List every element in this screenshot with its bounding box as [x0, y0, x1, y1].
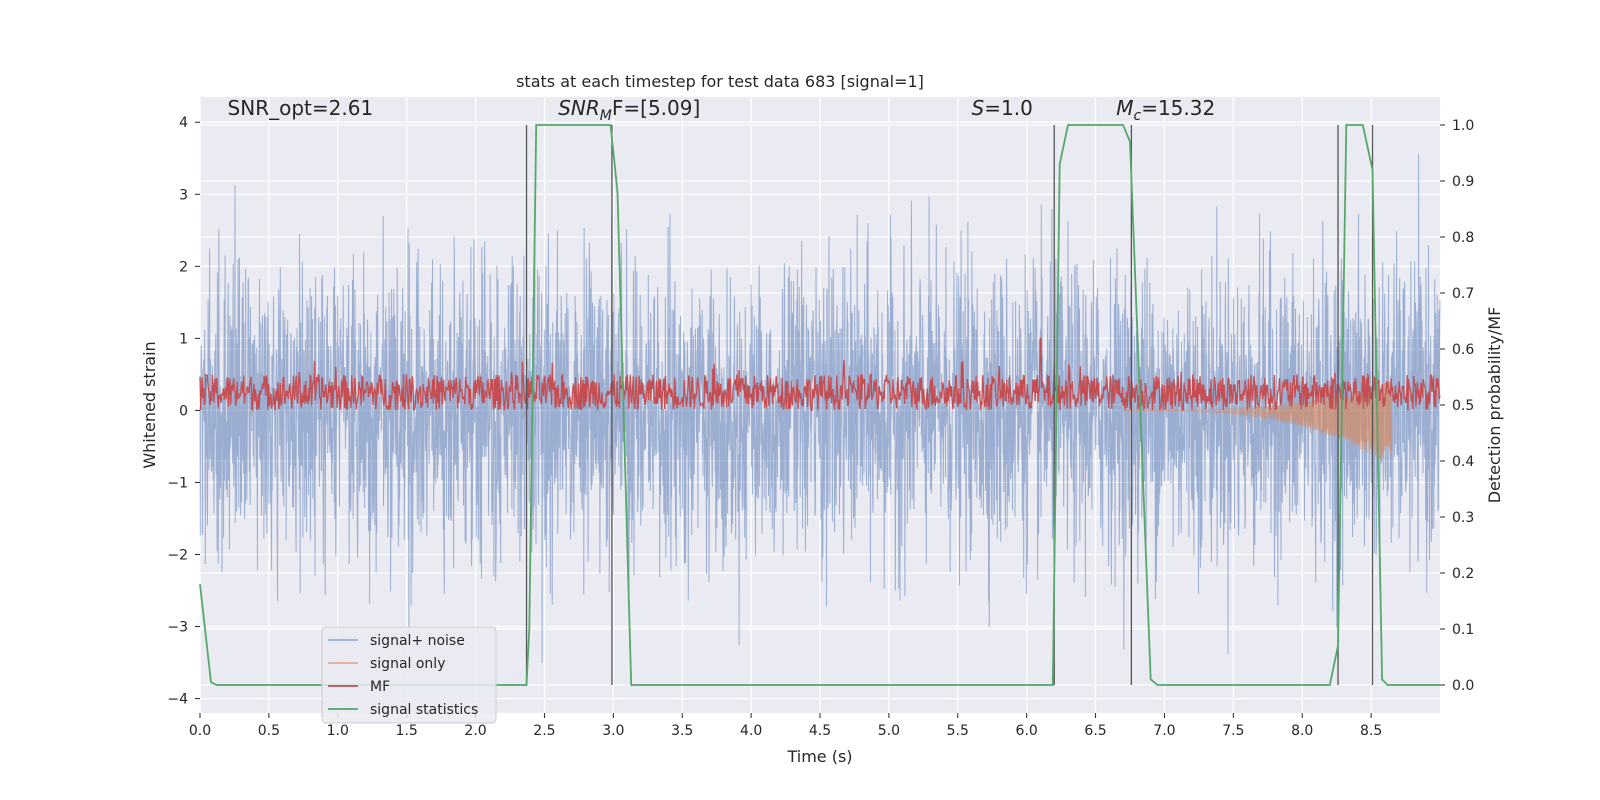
x-tick-label: 8.5 [1360, 723, 1382, 739]
annotation-subscript: c [1133, 108, 1141, 124]
y-right-tick-label: 0.2 [1452, 566, 1474, 582]
x-axis-ticks: 0.0 0.5 1.0 1.5 2.0 2.5 3.0 3.5 4.0 4.5 5.0 5.5 6.0 6… [189, 713, 1382, 739]
x-tick-label: 3.5 [671, 723, 693, 739]
annotation-value: F=[5.09] [612, 96, 700, 120]
annotation: SNR_opt=2.61 [228, 96, 374, 120]
x-tick-label: 2.5 [533, 723, 555, 739]
annotation-symbol: S [972, 96, 985, 120]
y-left-tick-label: 4 [179, 115, 188, 131]
y-right-tick-label: 0.4 [1452, 454, 1474, 470]
y-left-tick-label: 3 [179, 187, 188, 203]
y-left-tick-label: −2 [167, 547, 188, 563]
x-tick-label: 1.0 [327, 723, 349, 739]
y-left-tick-label: 1 [179, 331, 188, 347]
x-tick-label: 6.5 [1084, 723, 1106, 739]
y-right-tick-label: 0.8 [1452, 230, 1474, 246]
y-right-tick-label: 1.0 [1452, 118, 1474, 134]
y-right-tick-label: 0.6 [1452, 342, 1474, 358]
signal-only-series [1123, 381, 1393, 460]
y-axis-left-label: Whitened strain [140, 341, 159, 468]
annotation-symbol: M [1116, 96, 1133, 120]
y-right-tick-label: 0.7 [1452, 286, 1474, 302]
y-left-tick-label: 0 [179, 403, 188, 419]
mf-series [199, 337, 1441, 412]
legend-label: MF [370, 679, 390, 695]
annotation-symbol: SNR [558, 96, 600, 120]
y-left-tick-label: −1 [167, 475, 188, 491]
x-tick-label: 2.0 [464, 723, 486, 739]
x-tick-label: 5.5 [947, 723, 969, 739]
y-right-tick-label: 0.0 [1452, 678, 1474, 694]
x-tick-label: 7.5 [1222, 723, 1244, 739]
legend-box [321, 626, 497, 724]
legend-label: signal statistics [370, 702, 478, 718]
annotation-value: =15.32 [1141, 96, 1215, 120]
annotation-value: =1.0 [984, 96, 1033, 120]
annotation: Mc=15.32 [1116, 96, 1215, 124]
chart-title: stats at each timestep for test data 683… [516, 72, 924, 91]
y-right-tick-label: 0.3 [1452, 510, 1474, 526]
signal-noise-line [199, 153, 1441, 663]
y-left-tick-label: 2 [179, 259, 188, 275]
x-tick-label: 7.0 [1153, 723, 1175, 739]
annotation: S=1.0 [972, 96, 1033, 120]
x-tick-label: 0.0 [189, 723, 211, 739]
y-right-tick-label: 0.1 [1452, 622, 1474, 638]
annotation-subscript: M [600, 108, 612, 124]
x-tick-label: 4.0 [740, 723, 762, 739]
y-axis-left-ticks: −4 −3 −2 −1 0 1 2 3 4 [167, 115, 200, 708]
x-tick-label: 3.0 [602, 723, 624, 739]
annotation: SNRMF=[5.09] [558, 96, 700, 124]
y-right-tick-label: 0.5 [1452, 398, 1474, 414]
y-axis-right-label: Detection probability/MF [1485, 307, 1504, 504]
signal-statistics-series [199, 124, 1440, 686]
x-axis-label: Time (s) [786, 747, 852, 766]
y-left-tick-label: −3 [167, 620, 188, 636]
annotations: SNR_opt=2.61 SNRMF=[5.09] S=1.0 Mc=15.32 [228, 96, 1216, 124]
x-tick-label: 4.5 [809, 723, 831, 739]
signal-only-line [1123, 381, 1393, 460]
legend-label: signal+ noise [370, 633, 465, 649]
x-tick-label: 6.0 [1016, 723, 1038, 739]
x-tick-label: 1.5 [396, 723, 418, 739]
x-tick-label: 5.0 [878, 723, 900, 739]
legend: signal+ noise signal only MF signal statist… [321, 626, 497, 724]
legend-label: signal only [370, 656, 445, 672]
x-tick-label: 0.5 [258, 723, 280, 739]
y-axis-right-ticks: 0.0 0.1 0.2 0.3 0.4 0.5 0.6 0.7 0.8 0.9 1.0 [1440, 118, 1474, 694]
y-left-tick-label: −4 [167, 692, 188, 708]
mf-line [199, 337, 1441, 412]
signal-noise-series [199, 153, 1441, 663]
y-right-tick-label: 0.9 [1452, 174, 1474, 190]
signal-statistics-line [199, 124, 1440, 686]
x-tick-label: 8.0 [1291, 723, 1313, 739]
